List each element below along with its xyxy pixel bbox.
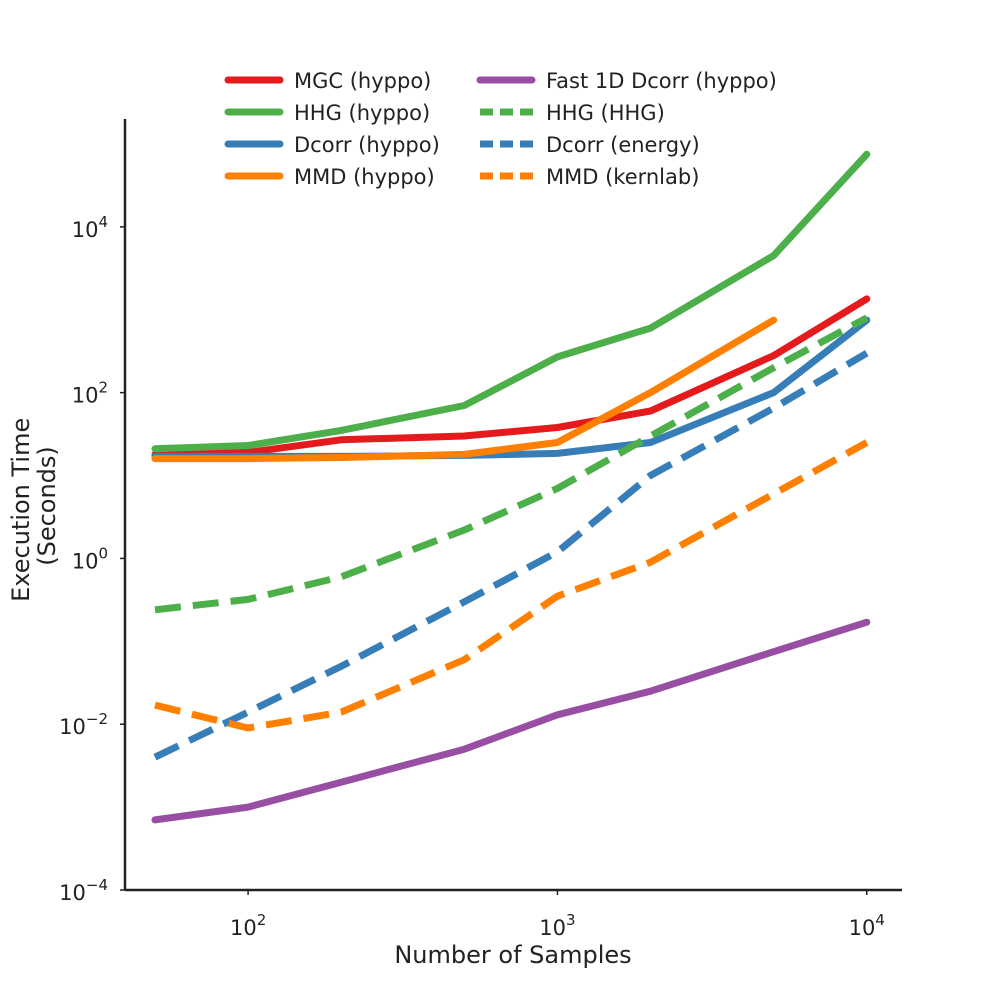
x-tick-label: 104 [849, 911, 885, 940]
y-tick-label: 100 [72, 544, 108, 573]
series-line-dcorr-hyppo [151, 316, 871, 460]
legend-label: MMD (kernlab) [546, 165, 699, 189]
axes [123, 119, 902, 892]
legend-item-hhg-hhg: HHG (HHG) [480, 101, 665, 125]
legend-label: Fast 1D Dcorr (hyppo) [546, 69, 777, 93]
y-axis-label-line-1: Execution Time [7, 418, 35, 602]
legend-item-fast-1d-dcorr-hyppo: Fast 1D Dcorr (hyppo) [476, 69, 777, 93]
y-tick-label: 10−2 [59, 710, 108, 739]
legend-label: MMD (hyppo) [294, 165, 435, 189]
y-tick-labels: 10−4 10−2 100 102 104 [59, 213, 125, 905]
legend-item-mmd-kernlab: MMD (kernlab) [480, 165, 699, 189]
series-line-hhg-hhg [154, 314, 869, 614]
series-line-fast-1d-dcorr-hyppo [151, 618, 871, 824]
x-tick-label: 103 [539, 911, 575, 940]
legend-label: MGC (hyppo) [294, 69, 431, 93]
y-tick-label: 104 [72, 213, 108, 242]
legend: MGC (hyppo) HHG (hyppo) Dcorr (hyppo) MMD (… [224, 69, 777, 189]
legend-label: Dcorr (hyppo) [294, 133, 440, 157]
series-line-mgc-hyppo [151, 295, 871, 458]
legend-item-dcorr-energy: Dcorr (energy) [480, 133, 700, 157]
x-tick-labels: 102 103 104 [230, 890, 885, 940]
y-tick-label: 10−4 [59, 876, 108, 905]
legend-label: HHG (hyppo) [294, 101, 430, 125]
y-tick-label: 102 [72, 379, 108, 408]
series-line-mmd-kernlab [154, 439, 869, 732]
y-axis-label-line-2: (Seconds) [33, 446, 61, 566]
legend-label: HHG (HHG) [546, 101, 665, 125]
legend-item-mgc-hyppo: MGC (hyppo) [224, 69, 431, 93]
y-axis-label: Execution Time (Seconds) [7, 410, 61, 602]
legend-item-hhg-hyppo: HHG (hyppo) [224, 101, 430, 125]
series-line-dcorr-energy [153, 350, 869, 761]
legend-item-mmd-hyppo: MMD (hyppo) [224, 165, 435, 189]
series-line-mmd-hyppo [151, 316, 778, 463]
x-axis-label: Number of Samples [394, 941, 631, 969]
x-tick-label: 102 [230, 911, 266, 940]
legend-label: Dcorr (energy) [546, 133, 700, 157]
series-line-hhg-hyppo [151, 150, 871, 453]
series-layer [151, 150, 871, 824]
legend-item-dcorr-hyppo: Dcorr (hyppo) [224, 133, 440, 157]
